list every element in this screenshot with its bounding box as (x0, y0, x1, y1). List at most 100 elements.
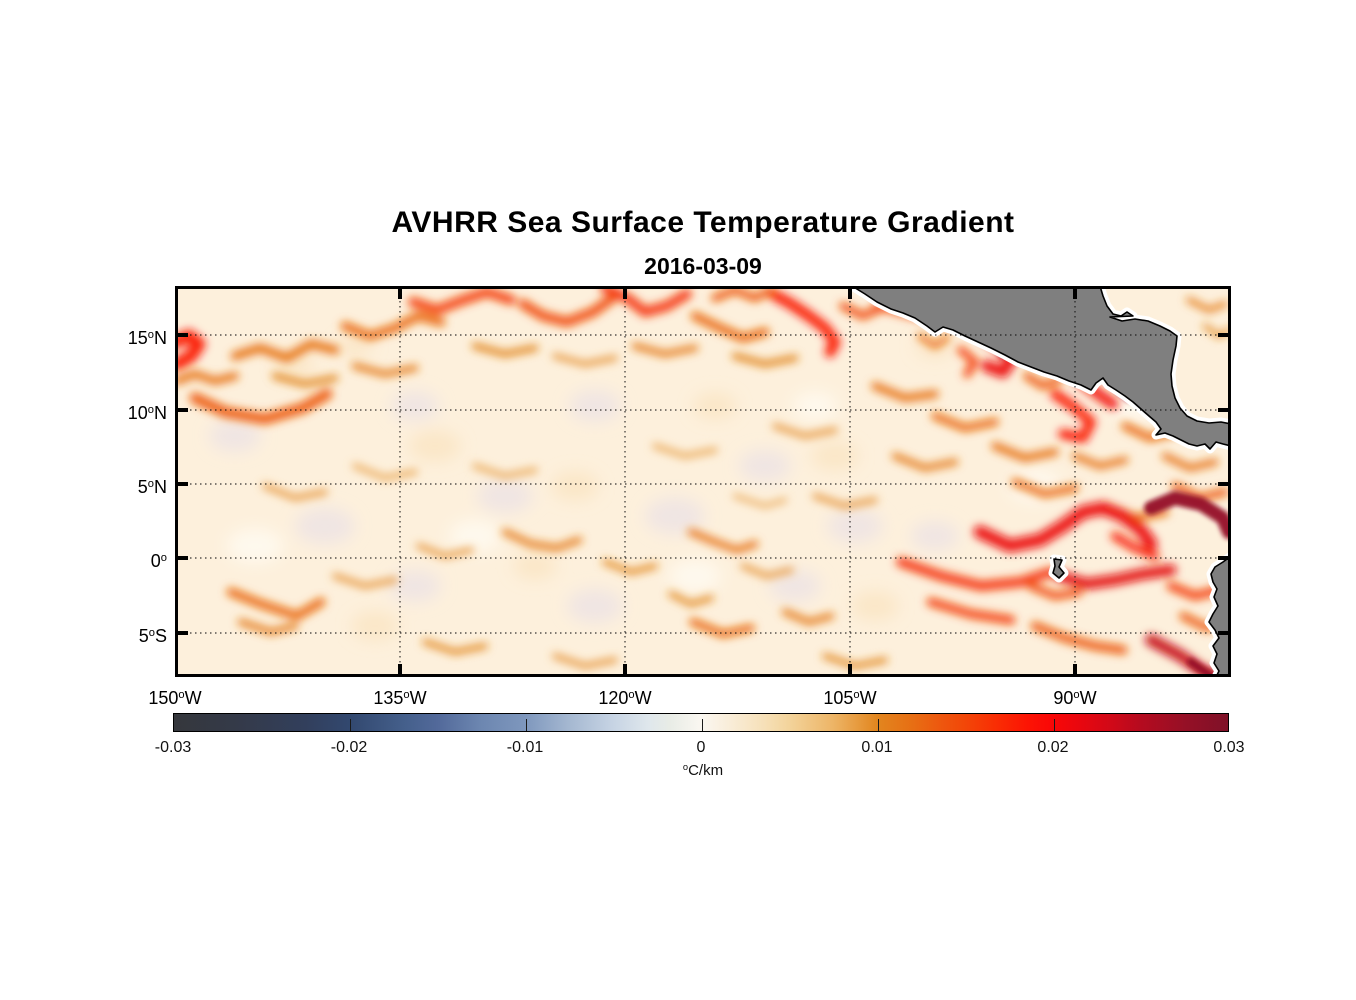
texture-blob (477, 478, 533, 514)
texture-blob (409, 429, 461, 463)
texture-blob (449, 519, 501, 553)
texture-blob (513, 552, 557, 580)
sst-filament (262, 483, 328, 501)
sst-filament (891, 452, 959, 472)
sst-filament (408, 287, 516, 315)
sst-filament (652, 443, 718, 459)
date-subtitle: 2016-03-09 (644, 253, 762, 279)
texture-blob (209, 419, 261, 453)
sst-filament (1027, 582, 1083, 600)
colorbar-tick (525, 719, 527, 731)
sst-filament (422, 639, 488, 655)
sst-filament (1011, 478, 1079, 498)
sst-filament (1161, 452, 1219, 472)
sst-filament (896, 557, 1056, 591)
y-tick-left (175, 333, 188, 337)
sst-filament (731, 352, 799, 368)
y-tick-left (175, 482, 188, 486)
sst-filament (711, 286, 775, 302)
texture-blob (851, 591, 899, 621)
colorbar-label--0.01: -0.01 (506, 739, 544, 756)
sst-filament (631, 342, 699, 358)
texture-blob (693, 392, 737, 420)
sst-filament (931, 412, 999, 432)
colorbar (173, 713, 1229, 732)
colorbar-label-0.02: 0.02 (1037, 739, 1069, 756)
texture-blob (739, 449, 791, 483)
colorbar-tick (877, 719, 879, 731)
sst-filament (1050, 389, 1096, 443)
sst-filament (973, 501, 1158, 553)
y-tick-right (1218, 556, 1231, 560)
texture-blob (551, 471, 599, 501)
texture-blob (351, 611, 399, 641)
graticule (175, 286, 1231, 677)
colorbar-tick (701, 719, 703, 731)
sst-filament (501, 528, 583, 552)
texture-blob (227, 528, 283, 564)
texture-blob (811, 441, 859, 471)
sst-filament (668, 591, 714, 607)
colorbar-label-0.03: 0.03 (1213, 739, 1245, 756)
sst-filament (812, 493, 878, 509)
y-axis-label-10n: 10oN (127, 403, 167, 424)
x-axis-label-135w: 135oW (373, 688, 427, 709)
x-tick-bottom (848, 664, 852, 677)
axis-ticks (175, 286, 1231, 677)
sst-filament (1030, 621, 1128, 655)
page-title: AVHRR Sea Surface Temperature Gradient (391, 206, 1015, 239)
sst-filament (926, 597, 1016, 625)
y-tick-right (1218, 482, 1231, 486)
land-group (847, 286, 1231, 677)
texture-blob (391, 391, 439, 421)
y-tick-right (1218, 408, 1231, 412)
colorbar-label-0: 0 (696, 739, 706, 756)
sst-filament (917, 333, 950, 349)
y-tick-left (175, 408, 188, 412)
y-tick-left (175, 556, 188, 560)
land-central-america (851, 286, 1231, 450)
y-axis-label-0: 0o (150, 551, 167, 572)
sst-filament (226, 587, 326, 621)
y-tick-right (1218, 333, 1231, 337)
x-tick-top (848, 286, 852, 299)
sst-filament (1186, 297, 1228, 313)
sst-filament (472, 463, 538, 479)
texture-blob (793, 392, 837, 420)
sst-filament (1187, 658, 1215, 677)
y-axis-label-5s: 5oS (138, 626, 167, 647)
x-axis-label-90w: 90oW (1053, 688, 1097, 709)
sst-filament (767, 288, 841, 358)
texture-blob (567, 588, 623, 624)
colorbar-units-label: oC/km (682, 762, 724, 780)
sst-filament (237, 618, 299, 636)
y-axis-label-5n: 5oN (137, 477, 167, 498)
colorbar-tick (349, 719, 351, 731)
x-tick-top (623, 286, 627, 299)
x-tick-bottom (623, 664, 627, 677)
sst-filament (781, 608, 835, 626)
colorbar-label-0.01: 0.01 (861, 739, 893, 756)
axes-border (175, 286, 1231, 677)
y-tick-right (1218, 631, 1231, 635)
y-axis-label-15n: 15oN (127, 328, 167, 349)
sst-filament (230, 339, 340, 363)
colorbar-label--0.02: -0.02 (330, 739, 368, 756)
sst-filament (471, 342, 539, 358)
sst-filament (340, 311, 446, 341)
sst-filament (991, 442, 1059, 462)
texture-blob (295, 507, 355, 545)
sst-filament (732, 493, 788, 509)
sst-filament (690, 311, 770, 343)
sst-filament (332, 573, 398, 589)
sst-filament (271, 372, 339, 388)
x-tick-top (398, 286, 402, 299)
map-clip-group (175, 286, 1231, 677)
land-south-america (1208, 555, 1231, 677)
sst-filament (740, 563, 794, 579)
texture-blob (569, 389, 621, 423)
sst-filament (822, 653, 888, 669)
texture-blob (645, 497, 705, 535)
sst-filament (175, 329, 206, 371)
